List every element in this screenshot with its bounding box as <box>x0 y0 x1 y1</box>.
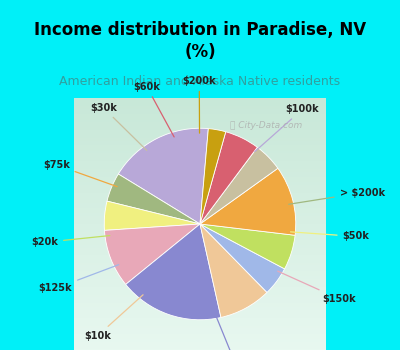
Wedge shape <box>200 168 296 235</box>
Wedge shape <box>200 224 284 292</box>
Text: ⓘ City-Data.com: ⓘ City-Data.com <box>230 121 302 130</box>
Wedge shape <box>104 201 200 230</box>
Wedge shape <box>200 132 257 224</box>
Text: $50k: $50k <box>290 231 370 242</box>
Text: $125k: $125k <box>38 265 119 293</box>
Text: $100k: $100k <box>255 104 319 152</box>
Text: $75k: $75k <box>43 160 117 187</box>
Text: $150k: $150k <box>278 271 356 304</box>
Text: Income distribution in Paradise, NV
(%): Income distribution in Paradise, NV (%) <box>34 21 366 61</box>
Wedge shape <box>200 128 226 224</box>
Wedge shape <box>118 128 208 224</box>
Text: $40k: $40k <box>215 314 250 350</box>
Wedge shape <box>200 224 267 317</box>
Wedge shape <box>200 224 295 269</box>
Wedge shape <box>104 224 200 285</box>
Text: $200k: $200k <box>182 76 216 133</box>
Text: $30k: $30k <box>90 103 147 150</box>
Text: $20k: $20k <box>31 236 110 247</box>
Wedge shape <box>107 174 200 224</box>
Wedge shape <box>126 224 221 320</box>
Wedge shape <box>200 147 278 224</box>
Text: $10k: $10k <box>84 295 143 341</box>
Text: > $200k: > $200k <box>289 188 385 204</box>
Text: $60k: $60k <box>133 82 174 137</box>
Text: American Indian and Alaska Native residents: American Indian and Alaska Native reside… <box>60 75 340 89</box>
